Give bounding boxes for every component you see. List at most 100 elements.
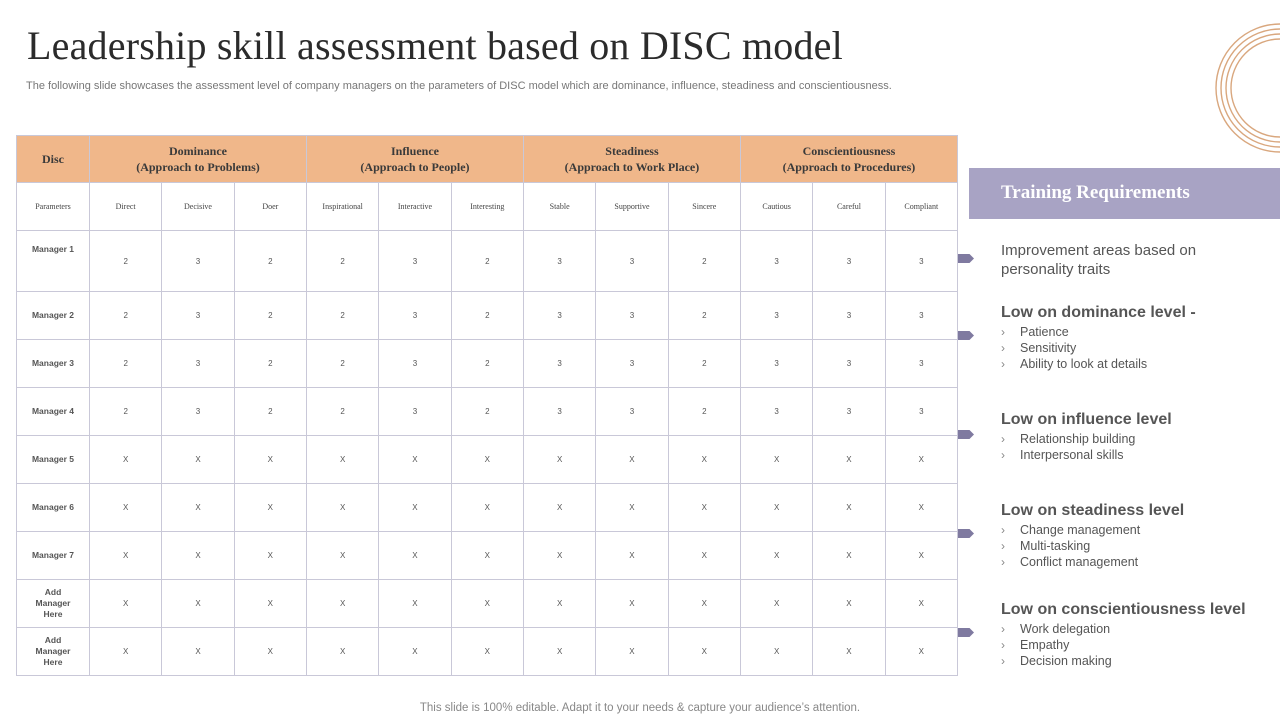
parameter-header: Sincere (667, 182, 741, 231)
score-cell: 3 (812, 291, 886, 340)
parameter-header: Stable (522, 182, 597, 231)
disc-corner-header: Disc (16, 135, 90, 183)
chevron-right-icon: › (1001, 622, 1005, 636)
parameter-header: Inspirational (305, 182, 380, 231)
score-cell: 2 (667, 339, 741, 388)
score-cell: 3 (161, 291, 235, 340)
group-sub: (Approach to People) (360, 160, 470, 174)
parameter-header: Interactive (378, 182, 452, 231)
list-item-text: Ability to look at details (1020, 357, 1148, 371)
section-conscientiousness: Low on conscientiousness level › Work del… (1001, 600, 1280, 669)
parameter-header: Doer (233, 182, 307, 231)
table-group-header-row: Disc Dominance (Approach to Problems) Inf… (16, 135, 959, 183)
score-cell: X (161, 579, 235, 628)
score-cell: X (305, 483, 380, 532)
score-cell: X (88, 627, 163, 676)
score-cell: X (305, 531, 380, 580)
score-cell: 3 (595, 291, 669, 340)
score-cell: X (450, 483, 524, 532)
chevron-right-icon: › (1001, 638, 1005, 652)
parameter-header: Decisive (161, 182, 235, 231)
score-cell: X (667, 579, 741, 628)
score-cell: 3 (739, 387, 814, 436)
score-cell: 2 (233, 291, 307, 340)
score-cell: X (233, 483, 307, 532)
section-heading: Low on steadiness level (1001, 502, 1185, 519)
section-heading: Low on influence level (1001, 411, 1172, 428)
score-cell: 2 (450, 230, 524, 292)
score-cell: X (739, 531, 814, 580)
score-cell: 3 (884, 339, 959, 388)
score-cell: X (739, 627, 814, 676)
score-cell: X (667, 627, 741, 676)
score-cell: X (450, 627, 524, 676)
list-item-text: Decision making (1020, 654, 1112, 668)
training-panel-header (969, 168, 1280, 219)
score-cell: X (522, 627, 597, 676)
score-cell: 3 (884, 387, 959, 436)
section-heading: Low on conscientiousness level (1001, 601, 1246, 618)
score-cell: X (88, 435, 163, 484)
score-cell: 2 (88, 230, 163, 292)
group-header-influence: Influence (Approach to People) (305, 135, 524, 183)
section-heading: Low on dominance level - (1001, 304, 1196, 321)
score-cell: 2 (88, 387, 163, 436)
score-cell: 3 (378, 387, 452, 436)
group-name: Conscientiousness (802, 144, 896, 158)
group-sub: (Approach to Problems) (136, 160, 260, 174)
parameter-header: Cautious (739, 182, 814, 231)
score-cell: 3 (595, 387, 669, 436)
score-cell: X (378, 531, 452, 580)
score-cell: X (233, 579, 307, 628)
score-cell: 2 (667, 230, 741, 292)
manager-label: Manager 6 (16, 483, 90, 532)
score-cell: X (522, 483, 597, 532)
score-cell: X (595, 627, 669, 676)
score-cell: 2 (233, 339, 307, 388)
score-cell: 3 (522, 291, 597, 340)
score-cell: X (161, 483, 235, 532)
score-cell: X (812, 483, 886, 532)
chevron-right-icon: › (1001, 432, 1005, 446)
score-cell: 2 (305, 387, 380, 436)
footer-note: This slide is 100% editable. Adapt it to… (419, 702, 861, 714)
group-sub: (Approach to Work Place) (564, 160, 700, 174)
score-cell: 3 (378, 339, 452, 388)
parameters-header: Parameters (16, 182, 90, 231)
score-cell: 3 (884, 291, 959, 340)
score-cell: X (88, 579, 163, 628)
score-cell: 2 (233, 230, 307, 292)
list-item: › Ability to look at details (1001, 356, 1280, 372)
score-cell: X (378, 483, 452, 532)
list-item: › Sensitivity (1001, 340, 1280, 356)
score-cell: 2 (305, 339, 380, 388)
score-cell: 2 (667, 291, 741, 340)
score-cell: 2 (88, 291, 163, 340)
score-cell: 3 (595, 230, 669, 292)
score-cell: X (884, 531, 959, 580)
score-cell: 3 (161, 339, 235, 388)
score-cell: X (667, 435, 741, 484)
training-intro-text: Improvement areas based on personality t… (1001, 242, 1197, 278)
manager-label: Manager 5 (16, 435, 90, 484)
score-cell: X (739, 579, 814, 628)
decorative-rings (1215, 23, 1280, 153)
score-cell: X (667, 483, 741, 532)
parameter-header: Interesting (450, 182, 524, 231)
score-cell: X (812, 579, 886, 628)
score-cell: X (161, 531, 235, 580)
score-cell: 3 (522, 230, 597, 292)
chevron-right-icon: › (1001, 325, 1005, 339)
list-item: › Change management (1001, 522, 1280, 538)
score-cell: 3 (812, 230, 886, 292)
pointer-arrow-icon (958, 430, 974, 439)
score-cell: X (305, 579, 380, 628)
score-cell: 2 (305, 230, 380, 292)
chevron-right-icon: › (1001, 555, 1005, 569)
score-cell: X (233, 627, 307, 676)
list-item: › Work delegation (1001, 621, 1280, 637)
list-item-text: Empathy (1020, 638, 1070, 652)
